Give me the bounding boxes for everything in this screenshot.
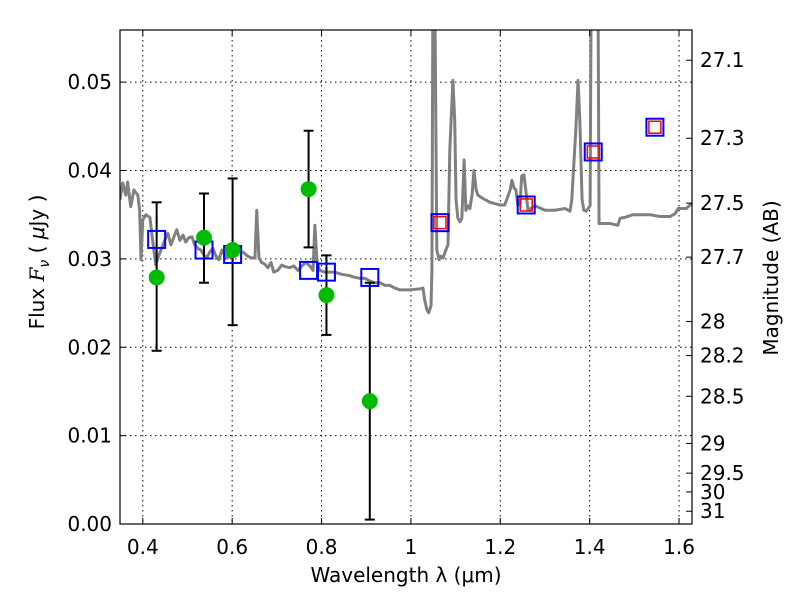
y-tick-label: 0.02 (67, 335, 112, 359)
y2-tick-label: 29 (700, 431, 725, 455)
spectrum-line (120, 30, 692, 315)
y-axis-label: Flux Fν ( μJy ) (25, 195, 53, 330)
y2-tick-label: 28 (700, 310, 725, 334)
x-tick-label: 0.6 (216, 535, 248, 559)
observed-point (148, 269, 165, 286)
model-point-blue (516, 195, 536, 215)
model-point-blue (147, 229, 167, 249)
x-tick-label: 0.4 (127, 535, 159, 559)
x-axis-label: Wavelength λ (μm) (310, 563, 501, 587)
x-tick-label: 1 (405, 535, 418, 559)
y2-tick-label: 27.1 (700, 48, 745, 72)
observed-point (318, 287, 335, 304)
x-tick-label: 1.4 (574, 535, 606, 559)
model-point-red (519, 198, 533, 212)
y2-tick-label: 28.2 (700, 344, 745, 368)
model-point-blue (360, 267, 380, 287)
y2-tick-label: 27.7 (700, 245, 745, 269)
plot-frame (119, 29, 693, 525)
plot-marks (120, 30, 692, 521)
y-label-var: F (25, 266, 49, 282)
y-tick-label: 0.05 (67, 70, 112, 94)
y2-tick-label: 27.3 (700, 126, 745, 150)
x-tick-label: 1.6 (663, 535, 695, 559)
observed-point (224, 242, 241, 259)
model-point-blue (316, 262, 336, 282)
y-label-post: Jy ) (25, 195, 49, 229)
y-tick-label: 0.01 (67, 424, 112, 448)
grid (120, 30, 692, 525)
model-point-red (433, 215, 447, 230)
y2-tick-label: 29.5 (700, 461, 745, 485)
x-tick-label: 0.8 (306, 535, 338, 559)
y2-tick-label: 28.5 (700, 384, 745, 408)
y2-tick-label: 30 (700, 480, 725, 504)
model-point-blue (583, 142, 603, 162)
y2-axis-label: Magnitude (AB) (759, 200, 783, 355)
y-tick-label: 0.04 (67, 159, 112, 183)
model-point-blue (645, 117, 665, 137)
y-label-sub: ν (37, 260, 53, 268)
y-tick-label: 0.00 (67, 512, 112, 536)
axis-ticks: 0.4 0.6 0.8 1 1.2 1.4 1.6 0.00 0.01 0.02 0.03 0.04 0… (67, 30, 745, 559)
observed-point (361, 393, 378, 410)
model-point-blue (430, 213, 450, 233)
observed-point (300, 181, 317, 198)
y-label-mid: ( (25, 239, 49, 260)
y-label-pre: Flux (25, 281, 49, 329)
observed-point (196, 229, 213, 246)
y2-tick-label: 27.5 (700, 191, 745, 215)
y-tick-label: 0.03 (67, 247, 112, 271)
x-tick-label: 1.2 (484, 535, 516, 559)
y-label-mu: μ (25, 226, 49, 240)
model-point-red (586, 145, 600, 159)
y2-tick-label: 31 (700, 499, 725, 523)
model-point-red (648, 120, 662, 134)
